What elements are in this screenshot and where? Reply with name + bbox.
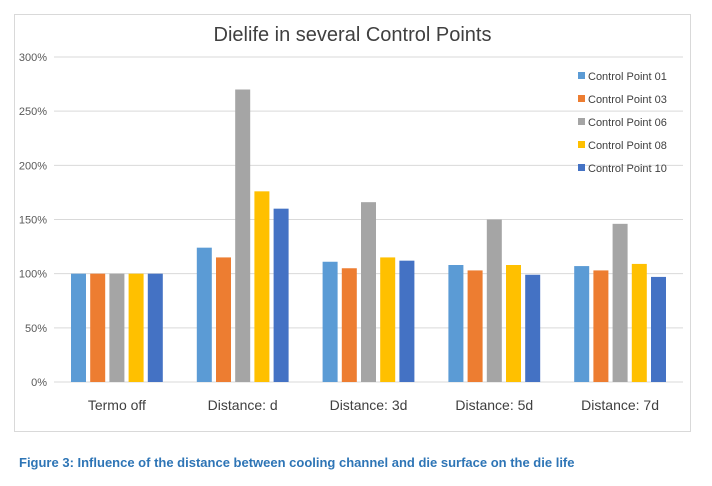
bar — [235, 89, 251, 382]
legend-swatch — [578, 141, 585, 148]
bar — [399, 260, 415, 382]
bar — [196, 247, 212, 382]
bar — [341, 268, 357, 382]
chart-title: Dielife in several Control Points — [213, 24, 492, 46]
y-tick-label: 150% — [19, 215, 47, 227]
bar — [322, 261, 338, 382]
legend-label: Control Point 08 — [588, 140, 667, 152]
y-tick-label: 250% — [19, 106, 47, 118]
bar — [273, 208, 289, 382]
bar — [506, 265, 521, 382]
y-tick-label: 50% — [25, 323, 47, 335]
legend-label: Control Point 01 — [588, 71, 667, 83]
bar — [90, 273, 106, 382]
bar — [361, 202, 376, 382]
legend-label: Control Point 10 — [588, 163, 667, 175]
category-label: Distance: 3d — [330, 397, 408, 413]
legend-swatch — [578, 164, 585, 171]
y-tick-label: 0% — [31, 377, 47, 389]
bar — [467, 270, 483, 382]
bar — [128, 273, 144, 382]
bar — [631, 263, 647, 382]
y-tick-label: 200% — [19, 160, 47, 172]
bar — [254, 191, 270, 382]
bar — [71, 273, 86, 382]
category-label: Distance: 5d — [455, 397, 533, 413]
y-tick-label: 100% — [19, 269, 47, 281]
bar — [216, 257, 231, 382]
figure-caption: Figure 3: Influence of the distance betw… — [19, 455, 575, 470]
bar — [109, 273, 125, 382]
bar — [448, 265, 464, 382]
bar — [593, 270, 609, 382]
legend-swatch — [578, 118, 585, 125]
bar — [525, 274, 541, 382]
category-label: Termo off — [88, 397, 146, 413]
legend-swatch — [578, 95, 585, 102]
category-label: Distance: d — [208, 397, 278, 413]
legend-swatch — [578, 72, 585, 79]
bar — [574, 266, 590, 382]
bar — [147, 273, 163, 382]
bar — [486, 219, 502, 382]
y-tick-label: 300% — [19, 52, 47, 64]
bar — [612, 223, 628, 382]
bar — [651, 276, 666, 382]
category-label: Distance: 7d — [581, 397, 659, 413]
legend-label: Control Point 03 — [588, 94, 667, 106]
legend-label: Control Point 06 — [588, 117, 667, 129]
bar — [380, 257, 396, 382]
